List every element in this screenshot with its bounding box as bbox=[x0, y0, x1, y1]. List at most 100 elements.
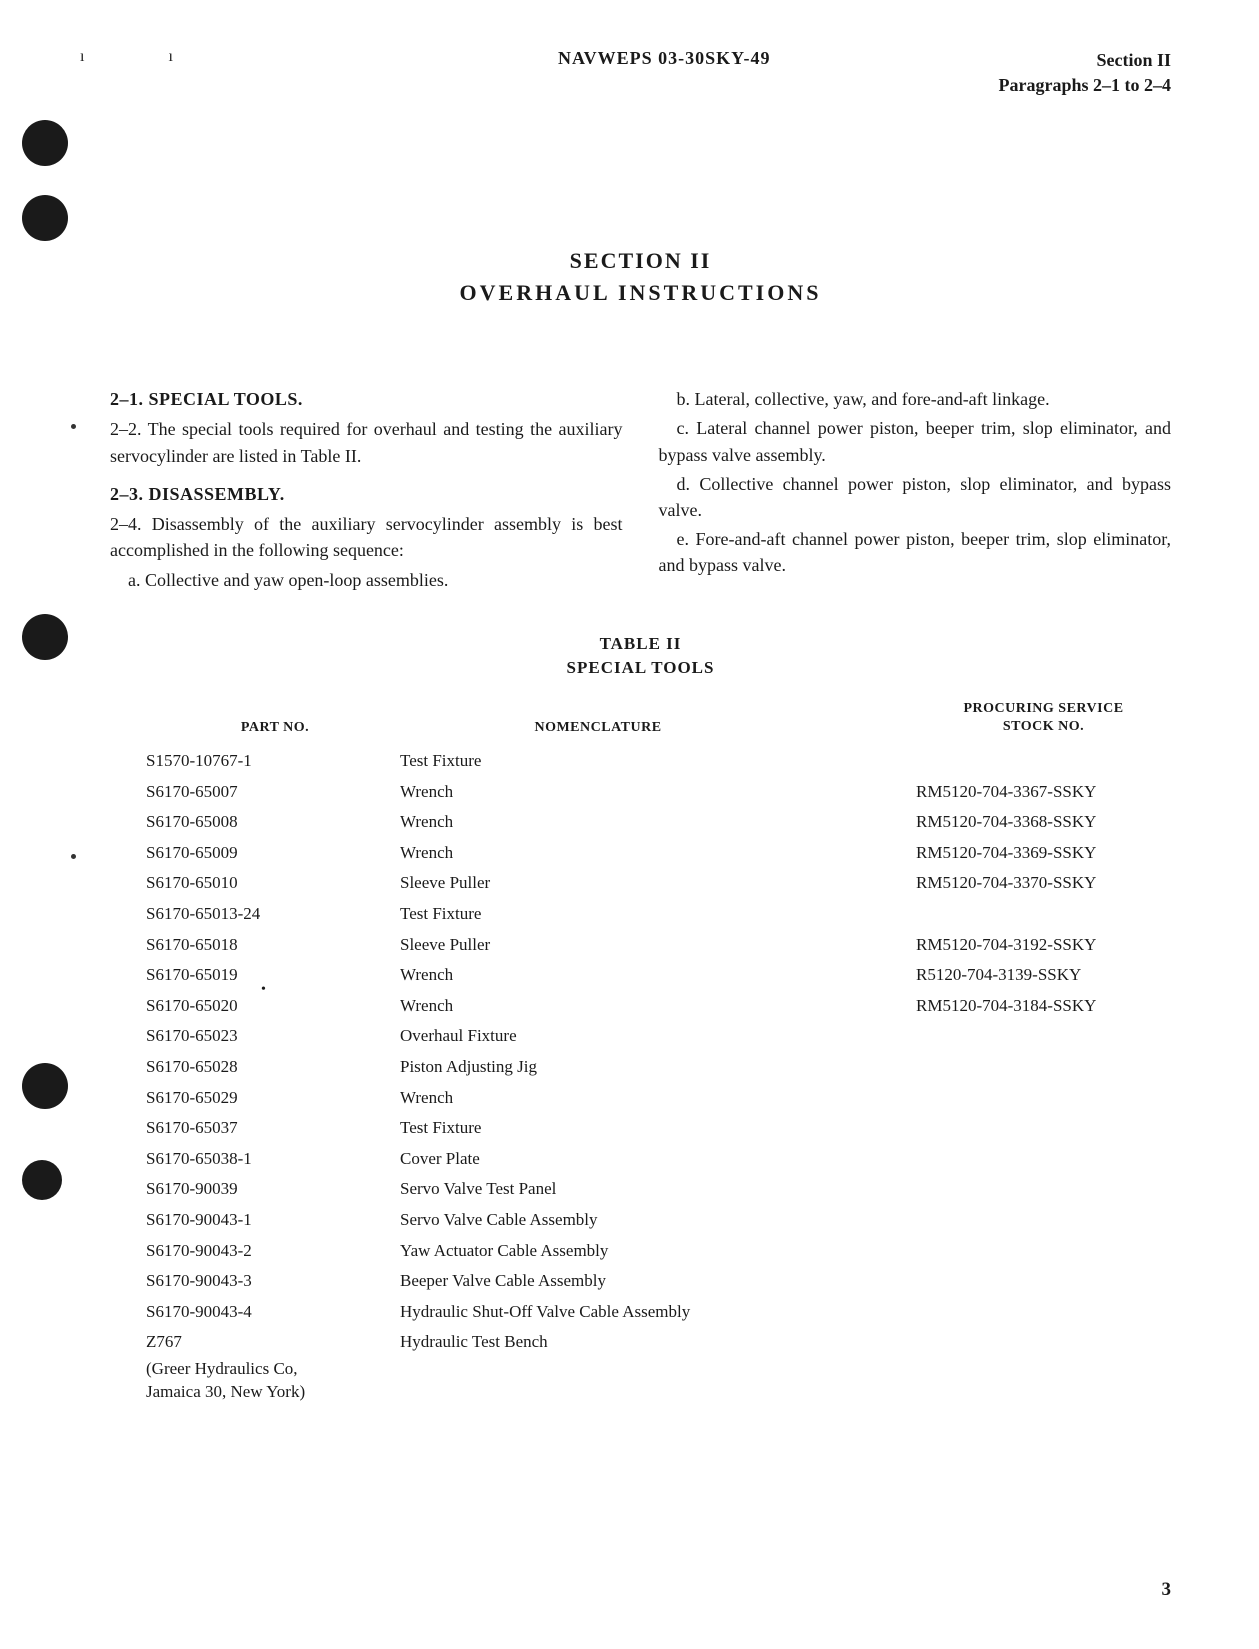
section-title: SECTION II OVERHAUL INSTRUCTIONS bbox=[110, 248, 1171, 306]
list-item: a. Collective and yaw open-loop assembli… bbox=[110, 567, 623, 593]
column-header-part: PART NO. bbox=[110, 720, 400, 736]
cell-part-no: S6170-90043-3 bbox=[110, 1266, 400, 1297]
cell-stock-no: RM5120-704-3192-SSKY bbox=[916, 930, 1171, 961]
cell-part-no: Z767 bbox=[110, 1327, 400, 1358]
list-item: e. Fore-and-aft channel power piston, be… bbox=[659, 526, 1172, 578]
cell-part-no: S6170-65019 bbox=[110, 960, 400, 991]
cell-part-no: S6170-65013-24 bbox=[110, 899, 400, 930]
cell-stock-no bbox=[916, 899, 1171, 930]
table-row: S6170-65010Sleeve PullerRM5120-704-3370-… bbox=[110, 868, 1171, 899]
cell-part-no: S6170-65009 bbox=[110, 838, 400, 869]
cell-part-no: S1570-10767-1 bbox=[110, 746, 400, 777]
cell-nomenclature: Servo Valve Cable Assembly bbox=[400, 1205, 916, 1236]
page-number: 3 bbox=[1162, 1579, 1172, 1601]
table-title: TABLE II SPECIAL TOOLS bbox=[110, 632, 1171, 680]
table-row: S6170-65007WrenchRM5120-704-3367-SSKY bbox=[110, 777, 1171, 808]
column-header-nomenclature: NOMENCLATURE bbox=[400, 720, 916, 736]
cell-stock-no bbox=[916, 1266, 1171, 1297]
paragraph-range: Paragraphs 2–1 to 2–4 bbox=[999, 73, 1172, 98]
scan-artifact bbox=[71, 854, 76, 859]
cell-nomenclature: Test Fixture bbox=[400, 1113, 916, 1144]
table-row: S6170-65038-1Cover Plate bbox=[110, 1144, 1171, 1175]
cell-part-no: S6170-90043-1 bbox=[110, 1205, 400, 1236]
table-number: TABLE II bbox=[110, 632, 1171, 656]
cell-part-no: S6170-65008 bbox=[110, 807, 400, 838]
punch-hole-icon bbox=[22, 614, 68, 660]
column-header-stock-line1: PROCURING SERVICE bbox=[916, 700, 1171, 718]
cell-stock-no bbox=[916, 1021, 1171, 1052]
cell-part-no: S6170-65020 bbox=[110, 991, 400, 1022]
cell-stock-no bbox=[916, 1083, 1171, 1114]
table-row: S6170-65028Piston Adjusting Jig bbox=[110, 1052, 1171, 1083]
cell-stock-no: RM5120-704-3367-SSKY bbox=[916, 777, 1171, 808]
table-row: S6170-90043-2Yaw Actuator Cable Assembly bbox=[110, 1236, 1171, 1267]
cell-nomenclature: Overhaul Fixture bbox=[400, 1021, 916, 1052]
part-supplier-line: (Greer Hydraulics Co, bbox=[110, 1358, 1171, 1381]
cell-part-no: S6170-65028 bbox=[110, 1052, 400, 1083]
cell-nomenclature: Hydraulic Test Bench bbox=[400, 1327, 916, 1358]
cell-stock-no bbox=[916, 1174, 1171, 1205]
body-text: 2–1. SPECIAL TOOLS. 2–2. The special too… bbox=[110, 386, 1171, 596]
page-header: NAVWEPS 03-30SKY-49 Section II Paragraph… bbox=[110, 48, 1171, 98]
header-right-block: Section II Paragraphs 2–1 to 2–4 bbox=[999, 48, 1172, 98]
cell-part-no: S6170-65023 bbox=[110, 1021, 400, 1052]
cell-stock-no bbox=[916, 1205, 1171, 1236]
cell-nomenclature: Wrench bbox=[400, 777, 916, 808]
cell-part-no: S6170-65018 bbox=[110, 930, 400, 961]
punch-hole-icon bbox=[22, 1063, 68, 1109]
cell-stock-no bbox=[916, 1297, 1171, 1328]
cell-stock-no: R5120-704-3139-SSKY bbox=[916, 960, 1171, 991]
table-row: S6170-65029Wrench bbox=[110, 1083, 1171, 1114]
column-header-stock-line2: STOCK NO. bbox=[916, 718, 1171, 736]
table-row: S6170-65008WrenchRM5120-704-3368-SSKY bbox=[110, 807, 1171, 838]
table-row: S1570-10767-1Test Fixture bbox=[110, 746, 1171, 777]
cell-part-no: S6170-65007 bbox=[110, 777, 400, 808]
punch-hole-icon bbox=[22, 195, 68, 241]
table-row: S6170-65013-24Test Fixture bbox=[110, 899, 1171, 930]
paragraph-text: 2–4. Disassembly of the auxiliary servoc… bbox=[110, 511, 623, 563]
cell-stock-no bbox=[916, 1052, 1171, 1083]
cell-nomenclature: Wrench bbox=[400, 991, 916, 1022]
cell-part-no: S6170-65029 bbox=[110, 1083, 400, 1114]
cell-nomenclature: Sleeve Puller bbox=[400, 930, 916, 961]
cell-nomenclature: Wrench bbox=[400, 1083, 916, 1114]
punch-hole-icon bbox=[22, 1160, 62, 1200]
special-tools-table: PART NO. NOMENCLATURE PROCURING SERVICE … bbox=[110, 700, 1171, 1404]
cell-nomenclature: Wrench bbox=[400, 960, 916, 991]
cell-part-no: S6170-65037 bbox=[110, 1113, 400, 1144]
paragraph-text: 2–2. The special tools required for over… bbox=[110, 416, 623, 468]
cell-stock-no: RM5120-704-3369-SSKY bbox=[916, 838, 1171, 869]
paragraph-heading: 2–1. SPECIAL TOOLS. bbox=[110, 389, 303, 409]
list-item: d. Collective channel power piston, slop… bbox=[659, 471, 1172, 523]
table-row: S6170-65020WrenchRM5120-704-3184-SSKY bbox=[110, 991, 1171, 1022]
cell-stock-no: RM5120-704-3368-SSKY bbox=[916, 807, 1171, 838]
table-row: S6170-90043-4Hydraulic Shut-Off Valve Ca… bbox=[110, 1297, 1171, 1328]
table-row: S6170-65037Test Fixture bbox=[110, 1113, 1171, 1144]
page-container: ı ı • NAVWEPS 03-30SKY-49 Section II Par… bbox=[0, 0, 1259, 1649]
table-body: S1570-10767-1Test FixtureS6170-65007Wren… bbox=[110, 746, 1171, 1358]
section-label: Section II bbox=[999, 48, 1172, 73]
column-header-stock: PROCURING SERVICE STOCK NO. bbox=[916, 700, 1171, 736]
table-row: S6170-65023Overhaul Fixture bbox=[110, 1021, 1171, 1052]
scan-artifact bbox=[71, 424, 76, 429]
cell-nomenclature: Cover Plate bbox=[400, 1144, 916, 1175]
cell-stock-no bbox=[916, 1327, 1171, 1358]
cell-stock-no bbox=[916, 1113, 1171, 1144]
left-column: 2–1. SPECIAL TOOLS. 2–2. The special too… bbox=[110, 386, 623, 596]
cell-stock-no bbox=[916, 1144, 1171, 1175]
table-row: S6170-90039Servo Valve Test Panel bbox=[110, 1174, 1171, 1205]
table-row: S6170-65019WrenchR5120-704-3139-SSKY bbox=[110, 960, 1171, 991]
cell-stock-no: RM5120-704-3370-SSKY bbox=[916, 868, 1171, 899]
part-supplier-line: Jamaica 30, New York) bbox=[110, 1381, 1171, 1404]
section-heading: OVERHAUL INSTRUCTIONS bbox=[110, 280, 1171, 306]
table-row: S6170-65009WrenchRM5120-704-3369-SSKY bbox=[110, 838, 1171, 869]
table-row: S6170-90043-1Servo Valve Cable Assembly bbox=[110, 1205, 1171, 1236]
cell-part-no: S6170-90039 bbox=[110, 1174, 400, 1205]
cell-part-no: S6170-65038-1 bbox=[110, 1144, 400, 1175]
cell-part-no: S6170-90043-2 bbox=[110, 1236, 400, 1267]
cell-stock-no bbox=[916, 1236, 1171, 1267]
punch-hole-icon bbox=[22, 120, 68, 166]
cell-nomenclature: Wrench bbox=[400, 807, 916, 838]
cell-nomenclature: Hydraulic Shut-Off Valve Cable Assembly bbox=[400, 1297, 916, 1328]
cell-stock-no bbox=[916, 746, 1171, 777]
